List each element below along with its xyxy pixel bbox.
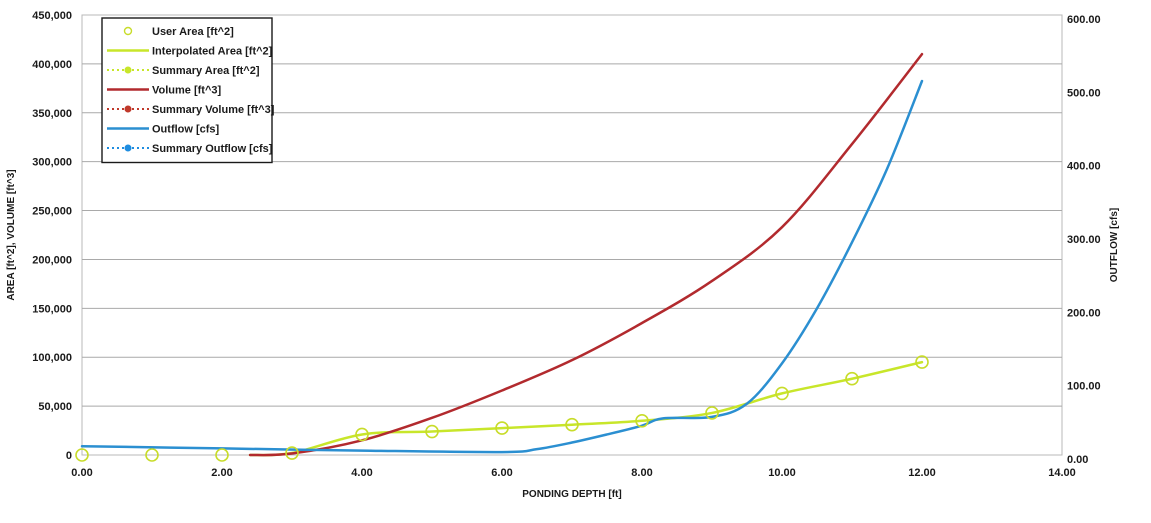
grid-lines	[82, 63, 1062, 407]
y-left-tick-label: 100,000	[32, 352, 72, 364]
y-right-tick-label: 0.00	[1067, 454, 1088, 466]
y-right-tick-label: 100.00	[1067, 381, 1101, 393]
legend-label: Summary Area [ft^2]	[152, 65, 260, 77]
user-area-point	[355, 427, 369, 442]
user-area-point	[285, 446, 299, 460]
x-tick-label: 0.00	[71, 467, 92, 479]
user-area-point	[635, 413, 649, 428]
y-left-tick-label: 450,000	[32, 10, 72, 22]
x-tick-labels: 0.00 2.00 4.00 6.00 8.00 10.00 12.00 14.00	[71, 467, 1075, 479]
legend-label: Interpolated Area [ft^2]	[152, 46, 273, 58]
user-area-point	[775, 386, 789, 401]
y-left-tick-labels: 0 50,000 100,000 150,000 200,000 250,000 300,0…	[32, 10, 72, 462]
legend: User Area [ft^2] Interpolated Area [ft^2]…	[101, 17, 275, 164]
x-tick-label: 4.00	[351, 467, 372, 479]
legend-label: User Area [ft^2]	[152, 26, 234, 38]
y-right-tick-label: 600.00	[1067, 14, 1101, 26]
y-left-axis-title: AREA [ft^2], VOLUME [ft^3]	[6, 169, 17, 300]
legend-swatch-marker	[124, 144, 132, 152]
series-line-2	[248, 52, 924, 457]
legend-label: Outflow [cfs]	[152, 124, 220, 136]
y-left-tick-label: 300,000	[32, 157, 72, 169]
y-left-tick-label: 50,000	[38, 401, 72, 413]
legend-label: Volume [ft^3]	[152, 85, 222, 97]
y-right-tick-label: 300.00	[1067, 234, 1101, 246]
y-right-tick-label: 400.00	[1067, 161, 1101, 173]
user-area-point	[915, 355, 929, 369]
y-left-tick-label: 0	[66, 450, 72, 462]
x-tick-label: 8.00	[631, 467, 652, 479]
y-left-tick-label: 350,000	[32, 108, 72, 120]
user-area-point	[495, 421, 509, 435]
legend-swatch-marker	[124, 66, 132, 74]
legend-swatch	[123, 26, 133, 36]
x-tick-label: 10.00	[768, 467, 796, 479]
y-right-tick-label: 500.00	[1067, 87, 1101, 99]
series-layer	[75, 52, 929, 462]
legend-swatch-marker	[124, 105, 132, 113]
user-area-point	[845, 371, 859, 386]
user-area-point	[425, 424, 439, 439]
x-tick-label: 6.00	[491, 467, 512, 479]
legend-label: Summary Outflow [cfs]	[152, 143, 273, 155]
y-right-tick-labels: 0.00 100.00 200.00 300.00 400.00 500.00 600.00	[1067, 14, 1101, 466]
y-right-axis-title: OUTFLOW [cfs]	[1109, 208, 1120, 282]
legend-label: Summary Volume [ft^3]	[152, 104, 275, 116]
series-line-1	[248, 360, 924, 457]
x-tick-label: 14.00	[1048, 467, 1076, 479]
y-left-tick-label: 200,000	[32, 254, 72, 266]
user-area-point	[145, 448, 159, 462]
user-area-point	[565, 417, 579, 432]
y-left-tick-label: 250,000	[32, 206, 72, 218]
y-left-tick-label: 150,000	[32, 303, 72, 315]
y-right-tick-label: 200.00	[1067, 307, 1101, 319]
user-area-point	[75, 448, 89, 462]
x-axis-title: PONDING DEPTH [ft]	[522, 489, 621, 500]
user-area-point	[705, 406, 719, 420]
x-tick-label: 12.00	[908, 467, 936, 479]
x-tick-label: 2.00	[211, 467, 232, 479]
y-left-tick-label: 400,000	[32, 59, 72, 71]
series-line-3	[80, 79, 924, 454]
user-area-point	[215, 448, 229, 462]
